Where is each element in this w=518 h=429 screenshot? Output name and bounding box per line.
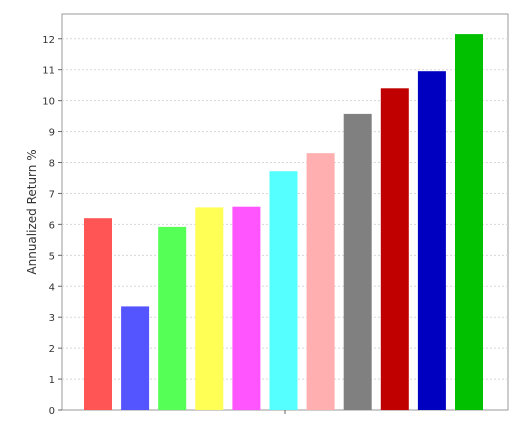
y-tick-label: 10 — [42, 97, 55, 108]
bar-2 — [121, 306, 150, 410]
y-tick-label: 4 — [49, 282, 55, 293]
y-tick-label: 6 — [49, 220, 55, 231]
y-tick-label: 5 — [49, 251, 55, 262]
bar-9 — [380, 88, 409, 411]
y-tick-label: 11 — [42, 66, 55, 77]
y-tick-label: 0 — [49, 406, 55, 417]
bar-1 — [84, 218, 112, 410]
y-tick-label: 3 — [49, 313, 55, 324]
y-tick-label: 7 — [49, 189, 55, 200]
bars — [84, 34, 483, 411]
bar-6 — [269, 171, 298, 410]
y-tick-label: 2 — [49, 344, 55, 355]
bar-7 — [306, 153, 335, 410]
y-tick-label: 8 — [49, 159, 55, 170]
y-tick-label: 1 — [49, 375, 55, 386]
bar-8 — [343, 113, 372, 411]
bar-11 — [455, 34, 483, 410]
y-axis-label: Annualized Return % — [25, 149, 39, 274]
bar-5 — [232, 206, 261, 410]
bar-4 — [195, 207, 224, 410]
y-tick-label: 9 — [49, 128, 55, 139]
bar-10 — [417, 71, 446, 410]
y-tick-label: 12 — [42, 35, 55, 46]
bar-3 — [158, 226, 187, 410]
